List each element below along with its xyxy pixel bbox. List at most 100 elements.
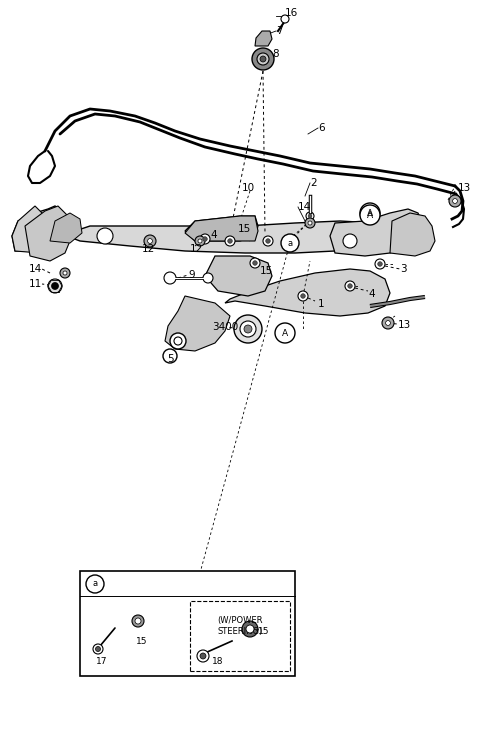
Polygon shape [72, 221, 380, 253]
Text: A: A [367, 211, 373, 219]
Circle shape [252, 48, 274, 70]
Text: 2: 2 [310, 178, 317, 188]
Circle shape [200, 653, 206, 659]
Circle shape [449, 195, 461, 207]
Polygon shape [390, 213, 435, 256]
Circle shape [135, 618, 141, 624]
Text: 1: 1 [318, 299, 324, 309]
Circle shape [48, 279, 62, 293]
Text: 13: 13 [458, 183, 471, 193]
Circle shape [385, 321, 390, 325]
Text: 7: 7 [276, 26, 283, 36]
Text: 14: 14 [298, 202, 311, 212]
Circle shape [246, 625, 254, 633]
Text: 15: 15 [260, 266, 273, 276]
Text: (W/POWER
STEERING): (W/POWER STEERING) [217, 616, 263, 636]
Circle shape [378, 262, 382, 266]
Text: a: a [288, 238, 293, 248]
Text: 3: 3 [400, 264, 407, 274]
Circle shape [132, 615, 144, 627]
Circle shape [308, 214, 312, 218]
Circle shape [148, 238, 153, 243]
Circle shape [301, 294, 305, 298]
Circle shape [382, 317, 394, 329]
Text: 15: 15 [258, 626, 269, 635]
Text: 11: 11 [29, 279, 42, 289]
Circle shape [375, 259, 385, 269]
Polygon shape [12, 206, 48, 253]
Circle shape [244, 325, 252, 333]
Circle shape [306, 212, 314, 220]
Text: 9: 9 [188, 270, 194, 280]
Circle shape [250, 258, 260, 268]
Circle shape [163, 349, 177, 363]
Circle shape [86, 575, 104, 593]
Circle shape [97, 228, 113, 244]
Circle shape [257, 53, 269, 65]
Polygon shape [185, 216, 258, 241]
Circle shape [198, 239, 202, 243]
Circle shape [266, 239, 270, 243]
Circle shape [348, 284, 352, 288]
Circle shape [298, 291, 308, 301]
Text: 17: 17 [96, 657, 108, 666]
Text: 18: 18 [212, 657, 224, 666]
Circle shape [242, 621, 258, 637]
Text: 16: 16 [285, 8, 298, 18]
Text: a: a [93, 580, 97, 588]
Circle shape [453, 199, 457, 203]
Text: 15: 15 [238, 224, 251, 234]
Polygon shape [205, 256, 272, 296]
Text: 14: 14 [29, 264, 42, 274]
Polygon shape [185, 216, 258, 241]
FancyBboxPatch shape [190, 601, 290, 671]
Polygon shape [165, 296, 230, 351]
Circle shape [253, 261, 257, 265]
Text: 13: 13 [398, 320, 411, 330]
Polygon shape [25, 206, 72, 261]
Circle shape [225, 236, 235, 246]
Circle shape [203, 273, 213, 283]
FancyBboxPatch shape [80, 571, 295, 676]
Text: 3400: 3400 [212, 322, 238, 332]
Polygon shape [330, 209, 422, 256]
Circle shape [96, 646, 100, 651]
Circle shape [93, 644, 103, 654]
Circle shape [195, 236, 205, 246]
Circle shape [281, 234, 299, 252]
Circle shape [144, 235, 156, 247]
Circle shape [360, 203, 380, 223]
Text: A: A [367, 208, 373, 218]
Circle shape [228, 239, 232, 243]
Polygon shape [50, 213, 82, 243]
Text: 4: 4 [210, 230, 216, 240]
Circle shape [308, 221, 312, 225]
Text: A: A [282, 328, 288, 338]
Circle shape [170, 333, 186, 349]
Text: 5: 5 [167, 354, 174, 364]
Circle shape [240, 321, 256, 337]
Polygon shape [12, 206, 65, 251]
Circle shape [200, 234, 210, 244]
Circle shape [203, 237, 207, 241]
Circle shape [164, 272, 176, 284]
Circle shape [260, 56, 266, 62]
Text: 15: 15 [136, 637, 148, 646]
Text: 4: 4 [368, 289, 374, 299]
Circle shape [345, 281, 355, 291]
Text: 10: 10 [242, 183, 255, 193]
Circle shape [281, 15, 289, 23]
Polygon shape [225, 269, 390, 316]
Circle shape [51, 282, 59, 289]
Circle shape [360, 205, 380, 225]
Circle shape [275, 323, 295, 343]
Circle shape [305, 218, 315, 228]
Circle shape [234, 315, 262, 343]
Text: 12: 12 [142, 244, 155, 254]
Circle shape [263, 236, 273, 246]
Text: 8: 8 [272, 49, 278, 59]
Circle shape [174, 337, 182, 345]
Circle shape [343, 234, 357, 248]
Text: 6: 6 [318, 123, 324, 133]
Circle shape [63, 271, 67, 275]
